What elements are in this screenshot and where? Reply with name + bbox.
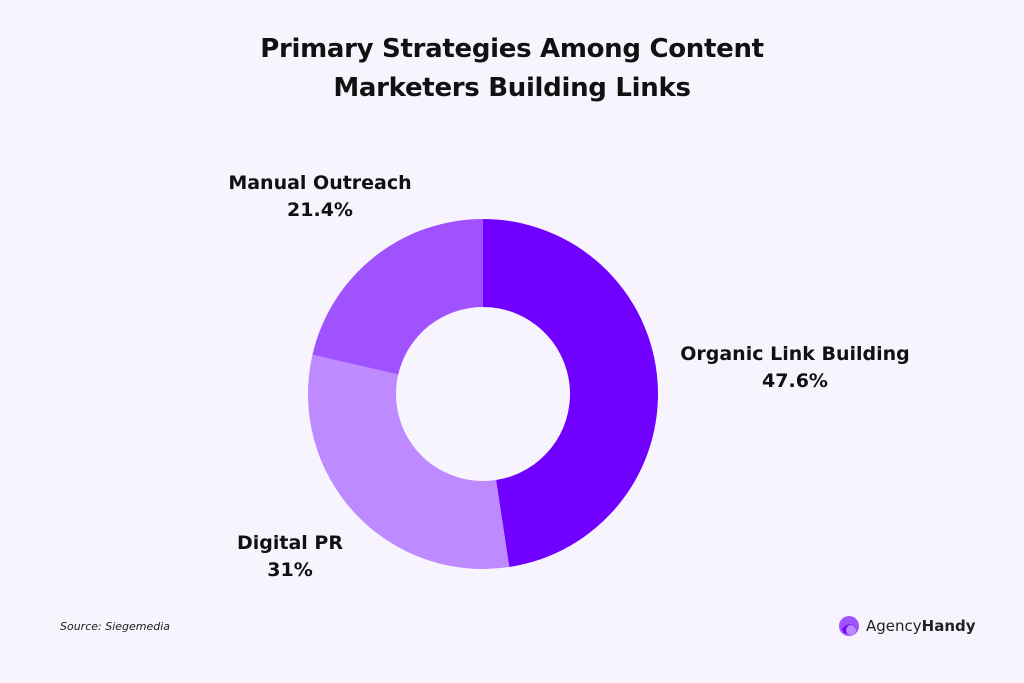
agencyhandy-logo-icon xyxy=(839,616,859,636)
slice-value-label: 31% xyxy=(267,559,313,581)
slice-value-label: 21.4% xyxy=(287,199,353,221)
donut-slice-manual-outreach xyxy=(312,219,483,375)
label-organic-link-building: Organic Link Building 47.6% xyxy=(660,341,930,395)
slice-label: Manual Outreach xyxy=(228,172,412,194)
label-digital-pr: Digital PR 31% xyxy=(205,530,375,584)
slice-label: Organic Link Building xyxy=(680,343,910,365)
source-note: Source: Siegemedia xyxy=(60,620,171,633)
chart-title-line-2: Marketers Building Links xyxy=(333,73,691,103)
donut-slice-organic-link-building xyxy=(483,219,658,568)
slice-label: Digital PR xyxy=(237,532,343,554)
logo-text-bold: Handy xyxy=(921,617,976,635)
slice-value-label: 47.6% xyxy=(762,370,828,392)
chart-title-line-1: Primary Strategies Among Content xyxy=(260,34,764,64)
label-manual-outreach: Manual Outreach 21.4% xyxy=(195,170,445,224)
chart-title: Primary Strategies Among Content Markete… xyxy=(0,30,1024,108)
donut-slice-digital-pr xyxy=(308,354,510,569)
agencyhandy-logo: AgencyHandy xyxy=(838,615,976,637)
logo-text-regular: Agency xyxy=(866,617,922,635)
